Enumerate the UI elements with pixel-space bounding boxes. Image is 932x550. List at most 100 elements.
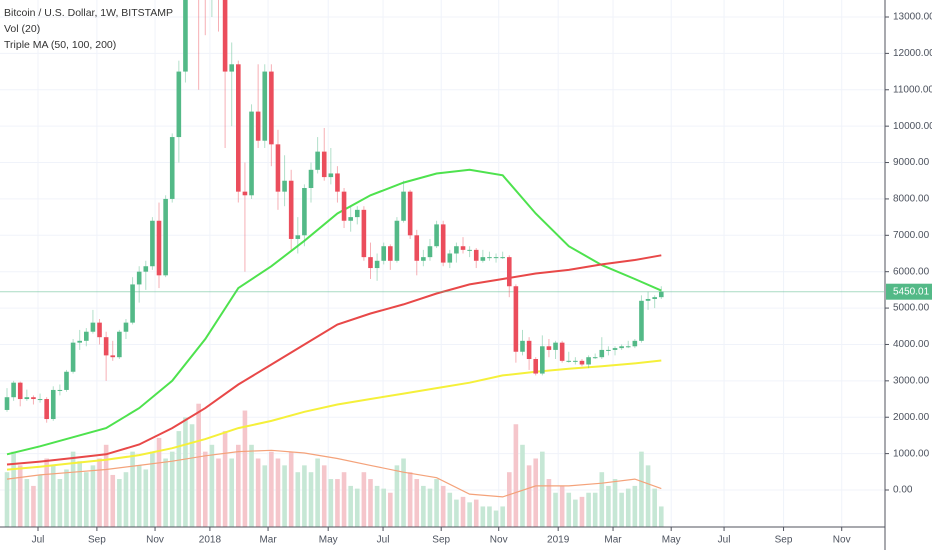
volume-bar bbox=[520, 444, 525, 527]
last-price-tag bbox=[886, 283, 932, 300]
candle-body bbox=[606, 349, 611, 351]
ma-line bbox=[6, 168, 662, 456]
volume-bar bbox=[394, 465, 400, 527]
volume-bar bbox=[321, 465, 327, 527]
candle-body bbox=[473, 249, 479, 261]
volume-bar bbox=[559, 485, 565, 527]
candle-body bbox=[242, 191, 248, 196]
volume-bar bbox=[533, 458, 539, 527]
volume-bar bbox=[31, 485, 36, 527]
volume-bar bbox=[586, 492, 591, 527]
x-tick-label: 2019 bbox=[547, 535, 570, 546]
volume-bar bbox=[196, 403, 201, 527]
y-tick-label: 4000.00 bbox=[893, 339, 930, 350]
volume-bar bbox=[454, 499, 459, 527]
volume-bar bbox=[407, 472, 413, 527]
candle-body bbox=[123, 322, 129, 332]
volume-bar bbox=[579, 496, 585, 527]
volume-bar bbox=[229, 458, 235, 527]
volume-bar bbox=[368, 479, 373, 527]
volume-bar bbox=[202, 451, 208, 527]
y-tick-label: 5000.00 bbox=[893, 303, 930, 314]
y-tick-label: 2000.00 bbox=[893, 412, 930, 423]
volume-bar bbox=[189, 424, 195, 527]
candle-body bbox=[520, 340, 525, 352]
candle-body bbox=[540, 346, 545, 374]
candle-body bbox=[143, 266, 149, 272]
candle-body bbox=[44, 399, 49, 420]
volume-bar bbox=[11, 451, 16, 527]
volume-bar bbox=[421, 485, 426, 527]
volume-bar bbox=[123, 472, 129, 527]
volume-bar bbox=[275, 458, 281, 527]
candle-body bbox=[573, 360, 578, 362]
last-price-label: 5450.01 bbox=[893, 286, 930, 297]
volume-bar bbox=[255, 458, 261, 527]
candle-body bbox=[17, 382, 23, 400]
candle-body bbox=[275, 144, 281, 192]
volume-bar bbox=[143, 469, 149, 527]
volume-bar bbox=[553, 492, 558, 527]
volume-bar bbox=[242, 410, 248, 527]
volume-bar bbox=[652, 488, 657, 527]
volume-bar bbox=[150, 451, 155, 527]
candle-body bbox=[632, 340, 638, 347]
volume-bar bbox=[546, 479, 552, 527]
volume-bar bbox=[156, 437, 162, 527]
volume-bar bbox=[44, 458, 49, 527]
candle-body bbox=[645, 298, 651, 301]
volume-bar bbox=[592, 492, 598, 527]
candle-body bbox=[341, 191, 347, 221]
volume-bar bbox=[374, 485, 380, 527]
volume-bar bbox=[414, 479, 420, 527]
x-tick-label: 2018 bbox=[199, 535, 222, 546]
candle-body bbox=[368, 257, 373, 269]
candle-body bbox=[553, 342, 558, 350]
volume-bar bbox=[599, 472, 605, 527]
candle-body bbox=[255, 111, 261, 141]
volume-bar bbox=[388, 492, 393, 527]
candle-body bbox=[421, 257, 426, 261]
volume-bar bbox=[447, 492, 453, 527]
volume-bar bbox=[487, 506, 492, 527]
volume-bar bbox=[24, 479, 30, 527]
candle-body bbox=[31, 397, 36, 400]
volume-bar bbox=[354, 488, 360, 527]
x-tick-label: Sep bbox=[775, 535, 793, 546]
x-tick-label: Sep bbox=[88, 535, 106, 546]
candle-body bbox=[117, 331, 122, 358]
candle-body bbox=[407, 191, 413, 236]
candle-body bbox=[249, 111, 254, 196]
candle-body bbox=[222, 0, 228, 72]
volume-bar bbox=[573, 499, 578, 527]
candle-body bbox=[454, 246, 459, 254]
volume-bar bbox=[183, 417, 188, 527]
candle-body bbox=[156, 220, 162, 276]
candle-body bbox=[354, 209, 360, 218]
volume-bar bbox=[262, 465, 268, 527]
candle-body bbox=[176, 71, 182, 138]
ma-line bbox=[6, 359, 662, 471]
candle-body bbox=[500, 257, 505, 259]
candle-body bbox=[328, 173, 334, 178]
candle-body bbox=[302, 188, 307, 236]
candle-body bbox=[136, 271, 142, 285]
ma-line bbox=[6, 254, 662, 466]
volume-pane bbox=[4, 403, 664, 527]
x-tick-label: Mar bbox=[604, 535, 622, 546]
y-tick-label: 12000.00 bbox=[893, 48, 932, 59]
grid bbox=[0, 0, 884, 527]
candle-body bbox=[262, 71, 268, 141]
candle-body bbox=[619, 346, 624, 349]
y-tick-label: 11000.00 bbox=[893, 84, 932, 95]
volume-ma-line bbox=[6, 449, 662, 498]
candle-body bbox=[50, 389, 56, 420]
candle-body bbox=[183, 0, 188, 72]
volume-bar bbox=[209, 444, 215, 527]
y-tick-label: 1000.00 bbox=[893, 448, 930, 459]
volume-bar bbox=[103, 444, 109, 527]
volume-bar bbox=[467, 502, 472, 527]
candle-body bbox=[11, 382, 16, 398]
volume-bar bbox=[77, 461, 83, 527]
